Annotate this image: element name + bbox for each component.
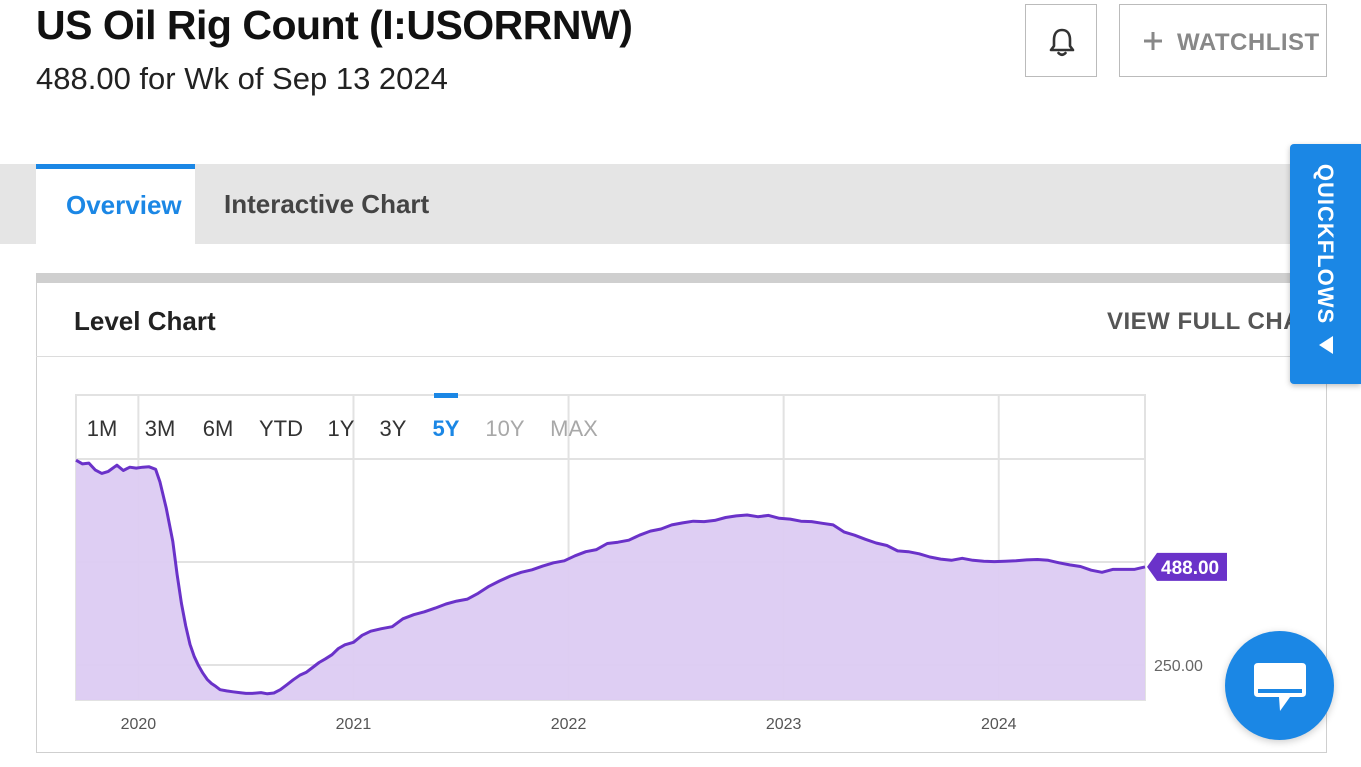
watchlist-label: WATCHLIST: [1177, 29, 1320, 56]
tab-overview-label: Overview: [66, 190, 182, 220]
watchlist-button[interactable]: WATCHLIST: [1119, 4, 1327, 77]
tab-overview[interactable]: Overview: [36, 164, 195, 244]
tab-interactive-chart-label: Interactive Chart: [224, 189, 430, 219]
page-subtitle: 488.00 for Wk of Sep 13 2024: [36, 61, 448, 96]
x-tick-label: 2024: [981, 716, 1017, 733]
x-tick-label: 2021: [336, 716, 372, 733]
current-value-label: 488.00: [1161, 558, 1219, 579]
range-button-label: YTD: [259, 416, 303, 441]
range-button-6m[interactable]: 6M: [203, 416, 234, 441]
range-button-3y[interactable]: 3Y: [380, 416, 407, 441]
range-button-5y[interactable]: 5Y: [433, 393, 460, 441]
range-button-1m[interactable]: 1M: [87, 416, 118, 441]
range-button-10y: 10Y: [485, 416, 524, 441]
series-area: [76, 460, 1145, 700]
card-top-border: [36, 273, 1327, 283]
range-button-3m[interactable]: 3M: [145, 416, 176, 441]
series-line: [75, 458, 1146, 696]
y-tick-label: 250.00: [1154, 658, 1203, 675]
tab-interactive-chart[interactable]: Interactive Chart: [195, 164, 435, 244]
range-button-label: 6M: [203, 416, 234, 441]
range-button-1y[interactable]: 1Y: [328, 416, 355, 441]
range-button-label: 1M: [87, 416, 118, 441]
chat-icon: [1254, 663, 1306, 711]
caret-left-icon: [1319, 336, 1333, 354]
range-button-label: MAX: [550, 416, 598, 441]
range-button-label: 1Y: [328, 416, 355, 441]
x-tick-label: 2022: [551, 716, 587, 733]
x-tick-label: 2020: [121, 716, 157, 733]
range-active-indicator: [434, 393, 458, 398]
alert-button[interactable]: [1025, 4, 1097, 77]
range-button-label: 5Y: [433, 416, 460, 441]
range-button-ytd[interactable]: YTD: [259, 416, 303, 441]
range-button-label: 10Y: [485, 416, 524, 441]
current-value-badge: [1147, 552, 1227, 581]
range-button-label: 3Y: [380, 416, 407, 441]
range-button-label: 3M: [145, 416, 176, 441]
chat-button[interactable]: [1225, 631, 1334, 740]
page-title: US Oil Rig Count (I:USORRNW): [36, 2, 633, 48]
range-button-max: MAX: [550, 416, 598, 441]
card-header-divider: [36, 356, 1327, 357]
card-title: Level Chart: [74, 306, 216, 336]
bell-icon: [1049, 28, 1075, 57]
tab-bar: Overview Interactive Chart: [0, 164, 1300, 244]
quickflows-label: QUICKFLOWS: [1313, 163, 1338, 325]
plus-icon: [1144, 32, 1162, 50]
x-tick-label: 2023: [766, 716, 802, 733]
